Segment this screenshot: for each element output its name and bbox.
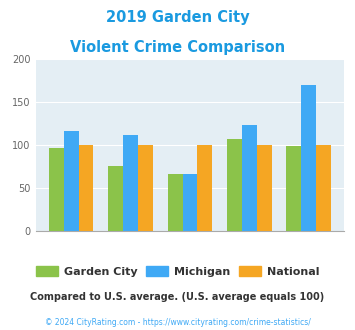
Text: 2019 Garden City: 2019 Garden City xyxy=(106,10,249,25)
Bar xyxy=(123,135,138,231)
Bar xyxy=(182,174,197,231)
Bar xyxy=(49,148,64,231)
Bar xyxy=(197,145,212,231)
Bar xyxy=(242,125,257,231)
Bar xyxy=(316,145,331,231)
Bar xyxy=(138,145,153,231)
Text: © 2024 CityRating.com - https://www.cityrating.com/crime-statistics/: © 2024 CityRating.com - https://www.city… xyxy=(45,318,310,327)
Bar xyxy=(257,145,272,231)
Bar xyxy=(168,174,182,231)
Legend: Garden City, Michigan, National: Garden City, Michigan, National xyxy=(31,261,324,281)
Text: Violent Crime Comparison: Violent Crime Comparison xyxy=(70,40,285,54)
Bar xyxy=(108,166,123,231)
Text: Compared to U.S. average. (U.S. average equals 100): Compared to U.S. average. (U.S. average … xyxy=(31,292,324,302)
Bar xyxy=(64,131,78,231)
Bar xyxy=(286,146,301,231)
Bar xyxy=(78,145,93,231)
Bar xyxy=(301,85,316,231)
Bar xyxy=(227,139,242,231)
